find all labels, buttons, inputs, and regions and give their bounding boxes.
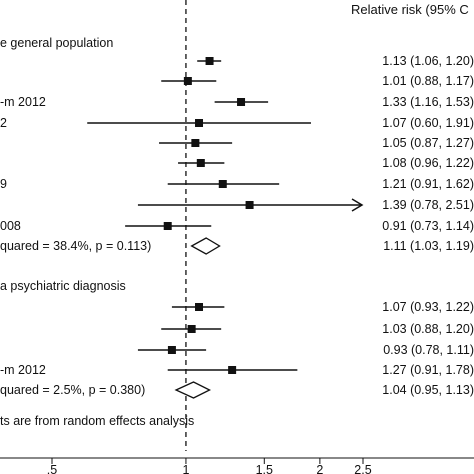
x-tick-label-3: 2 <box>316 463 323 474</box>
point-estimate-g1-s0 <box>195 303 204 311</box>
point-estimate-g0-s8 <box>163 222 172 230</box>
estimate-text-g1-s1: 1.03 (0.88, 1.20) <box>382 322 474 336</box>
point-estimate-g0-s1 <box>183 77 192 85</box>
ci-arrow-g0-s7 <box>351 198 364 212</box>
estimate-text-g1-s3: 1.27 (0.91, 1.78) <box>382 363 474 377</box>
group-heading-general-population: e general population <box>0 36 113 50</box>
estimate-text-g0-s8: 0.91 (0.73, 1.14) <box>382 219 474 233</box>
estimate-text-g1-s0: 1.07 (0.93, 1.22) <box>382 300 474 314</box>
point-estimate-g1-s3 <box>228 366 237 374</box>
estimate-text-g0-s6: 1.21 (0.91, 1.62) <box>382 177 474 191</box>
summary-diamond-g1 <box>174 381 212 399</box>
study-label-g0-s8: 008 <box>0 219 21 233</box>
estimate-text-g1-s2: 0.93 (0.78, 1.11) <box>383 343 474 357</box>
study-label-g0-s2: -m 2012 <box>0 95 46 109</box>
point-estimate-g0-s4 <box>191 139 200 147</box>
study-label-g0-s3: 2 <box>0 116 7 130</box>
point-estimate-g1-s2 <box>167 346 176 354</box>
x-tick-label-2: 1.5 <box>256 463 273 474</box>
x-tick-label-4: 2.5 <box>354 463 371 474</box>
summary-text-g1: 1.04 (0.95, 1.13) <box>382 383 474 397</box>
point-estimate-g0-s0 <box>205 57 214 65</box>
estimate-text-g0-s3: 1.07 (0.60, 1.91) <box>382 116 474 130</box>
column-header-relative-risk: Relative risk (95% C <box>351 2 469 17</box>
summary-label-g1: quared = 2.5%, p = 0.380) <box>0 383 145 397</box>
point-estimate-g0-s2 <box>237 98 246 106</box>
estimate-text-g0-s5: 1.08 (0.96, 1.22) <box>382 156 474 170</box>
x-tick-label-1: 1 <box>182 463 189 474</box>
point-estimate-g0-s3 <box>195 119 204 127</box>
point-estimate-g0-s7 <box>245 201 254 209</box>
estimate-text-g0-s1: 1.01 (0.88, 1.17) <box>382 74 474 88</box>
study-label-g0-s6: 9 <box>0 177 7 191</box>
estimate-text-g0-s0: 1.13 (1.06, 1.20) <box>382 54 474 68</box>
x-tick-label-0: .5 <box>47 463 57 474</box>
point-estimate-g0-s5 <box>196 159 205 167</box>
estimate-text-g0-s7: 1.39 (0.78, 2.51) <box>382 198 474 212</box>
summary-diamond-g0 <box>190 237 221 255</box>
point-estimate-g1-s1 <box>187 325 196 333</box>
estimate-text-g0-s2: 1.33 (1.16, 1.53) <box>382 95 474 109</box>
summary-label-g0: quared = 38.4%, p = 0.113) <box>0 239 151 253</box>
study-label-g1-s3: -m 2012 <box>0 363 46 377</box>
point-estimate-g0-s6 <box>218 180 227 188</box>
group-heading-psychiatric-diagnosis: a psychiatric diagnosis <box>0 279 126 293</box>
summary-text-g0: 1.11 (1.03, 1.19) <box>383 239 474 253</box>
footnote: ts are from random effects analysis <box>0 414 194 428</box>
estimate-text-g0-s4: 1.05 (0.87, 1.27) <box>382 136 474 150</box>
